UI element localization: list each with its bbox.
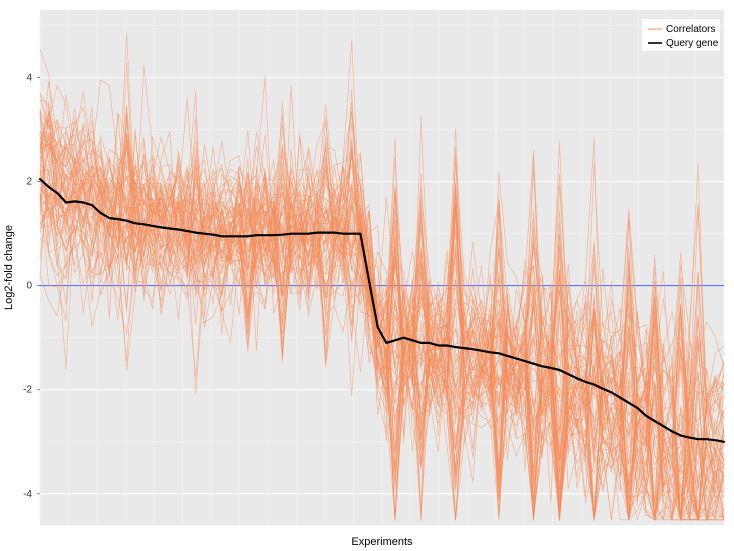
- legend-label: Query gene: [666, 38, 719, 49]
- y-tick-label: -2: [23, 385, 32, 396]
- legend-label: Correlators: [666, 24, 715, 35]
- y-tick-label: 2: [26, 177, 32, 188]
- y-tick-label: 0: [26, 281, 32, 292]
- y-tick-label: -4: [23, 489, 32, 500]
- expression-chart: -4 -2 0 2 4 Log2-fold change Experiments Correl…: [0, 0, 734, 551]
- y-tick-label: 4: [26, 73, 32, 84]
- legend: Correlators Query gene: [642, 19, 720, 51]
- x-axis-label: Experiments: [351, 536, 413, 548]
- y-axis-label: Log2-fold change: [3, 225, 15, 310]
